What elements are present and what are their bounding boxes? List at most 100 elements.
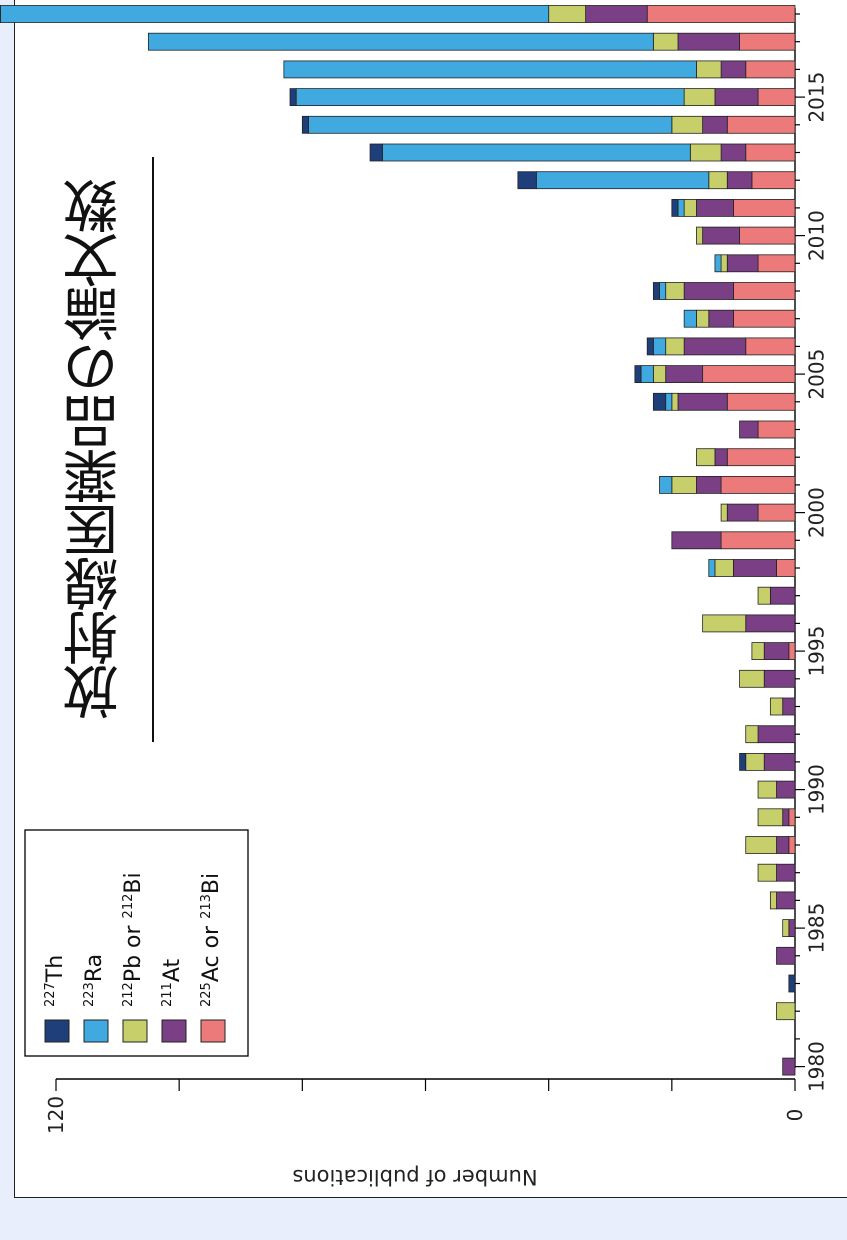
bar-segment [659, 282, 667, 300]
bar-segment [702, 365, 796, 384]
bar-segment [714, 88, 759, 106]
bar-segment [671, 115, 704, 134]
bar-segment [283, 60, 697, 79]
bar-segment [665, 392, 673, 411]
bar-segment [720, 143, 747, 162]
legend-swatch [44, 1019, 70, 1043]
bar-segment [640, 365, 654, 384]
bar-segment [671, 475, 697, 494]
bar-segment [381, 143, 691, 162]
bar-segment [671, 531, 722, 550]
bar-segment [720, 503, 728, 522]
bar-segment [776, 780, 796, 799]
bar-segment [702, 226, 740, 245]
bar-segment [702, 614, 747, 633]
bar-segment [788, 919, 796, 937]
bar-segment [788, 974, 796, 993]
bar-segment [739, 226, 796, 245]
bar-segment [745, 60, 796, 79]
value-tick-label: 0 [783, 1109, 807, 1122]
bar-segment [683, 282, 734, 300]
bar-segment [757, 863, 777, 882]
bar-segment [726, 503, 759, 522]
bar-segment [714, 254, 722, 273]
bar-segment [652, 365, 667, 384]
bar-segment [677, 32, 740, 51]
bar-segment [720, 254, 728, 273]
bar-segment [665, 282, 685, 300]
page-background [0, 1199, 847, 1240]
bar-segment [763, 642, 790, 660]
bar-segment [671, 392, 679, 411]
legend-label: 212Pb or 212Bi [121, 872, 146, 1007]
bar-segment [646, 5, 796, 23]
bar-segment [782, 1057, 796, 1076]
bar-segment [652, 337, 667, 356]
legend-label: 227Th [43, 955, 68, 1007]
bar-segment [696, 475, 722, 494]
bar-segment [751, 171, 796, 190]
chart-title: 放射線医薬品の論文数 [63, 180, 128, 720]
bar-segment [683, 337, 747, 356]
bar-segment [671, 198, 679, 217]
bar-segment [757, 586, 771, 605]
bar-segment [745, 143, 796, 162]
legend-swatch [122, 1019, 148, 1043]
bar-segment [696, 198, 734, 217]
legend-swatch [200, 1019, 226, 1043]
year-tick-label: 1995 [805, 626, 829, 677]
bar-segment [757, 88, 796, 106]
bar-segment [652, 32, 679, 51]
bar-segment [308, 115, 673, 134]
bar-segment [0, 5, 550, 23]
bar-segment [726, 448, 796, 467]
legend-label: 211At [160, 959, 185, 1007]
bar-segment [757, 780, 777, 799]
bar-segment [714, 448, 728, 467]
bar-segment [683, 198, 697, 217]
legend-swatch [161, 1019, 187, 1043]
bar-segment [702, 115, 728, 134]
bar-segment [745, 725, 759, 744]
bar-segment [763, 753, 796, 771]
bar-segment [745, 337, 796, 356]
bar-segment [739, 420, 759, 439]
bar-segment [659, 475, 673, 494]
bar-segment [733, 559, 777, 577]
bar-segment [708, 559, 716, 577]
bar-segment [757, 808, 784, 827]
bar-segment [751, 642, 765, 660]
bar-segment [763, 669, 796, 688]
bar-segment [757, 503, 796, 522]
bar-segment [696, 60, 722, 79]
bar-segment [733, 198, 796, 217]
bar-segment [726, 392, 796, 411]
bar-segment [720, 60, 747, 79]
bar-segment [745, 753, 765, 771]
year-tick-label: 2015 [805, 72, 829, 123]
bar-segment [745, 614, 796, 633]
bar-segment [739, 753, 747, 771]
bar-segment [720, 531, 796, 550]
bar-segment [757, 420, 796, 439]
bar-segment [769, 586, 796, 605]
bar-segment [757, 725, 796, 744]
bar-segment [776, 891, 796, 910]
year-tick-label: 1985 [805, 903, 829, 954]
bar-segment [739, 32, 796, 51]
year-tick-label: 1990 [805, 764, 829, 815]
chart-bars [0, 5, 796, 1076]
bar-segment [652, 282, 660, 300]
bar-segment [634, 365, 642, 384]
bar-segment [696, 226, 704, 245]
bar-segment [683, 88, 716, 106]
bar-segment [726, 171, 753, 190]
bar-segment [720, 475, 796, 494]
bar-segment [696, 448, 716, 467]
bar-segment [708, 309, 734, 328]
legend-label: 223Ra [82, 954, 107, 1007]
bar-segment [714, 559, 734, 577]
year-tick-label: 2000 [805, 487, 829, 538]
bar-segment [776, 946, 796, 965]
